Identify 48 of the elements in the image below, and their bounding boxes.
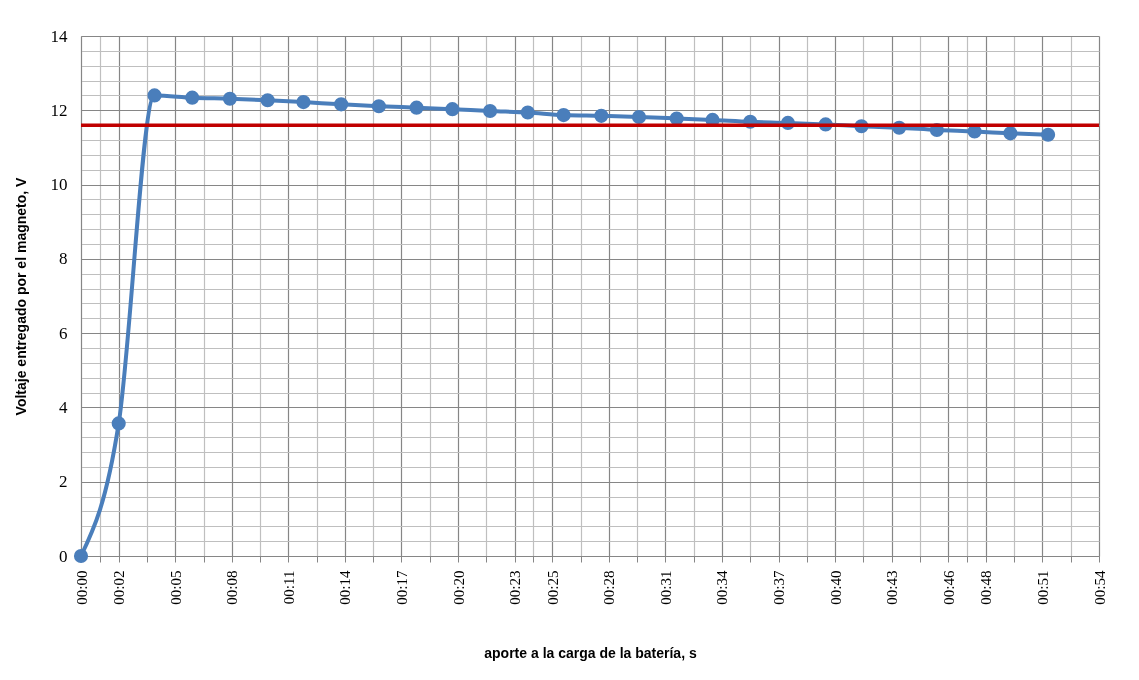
point	[185, 90, 200, 105]
point	[445, 102, 460, 117]
x-tick-label: 00:46	[940, 570, 957, 605]
x-tick-label: 00:17	[393, 570, 410, 605]
x-tick-label: 00:54	[1091, 570, 1108, 605]
x-tick-label: 00:05	[167, 570, 184, 605]
y-tick-label: 12	[50, 100, 68, 120]
x-tick-label: 00:11	[280, 570, 297, 605]
point	[296, 95, 311, 110]
x-tick-label: 00:48	[978, 570, 995, 605]
x-tick-label: 00:00	[73, 570, 90, 605]
y-tick-label: 0	[59, 546, 68, 566]
x-tick-label: 00:31	[657, 570, 674, 605]
x-tick-label: 00:43	[884, 570, 901, 605]
x-tick-label: 00:51	[1034, 570, 1051, 605]
point	[483, 103, 498, 119]
point	[1041, 127, 1056, 142]
y-tick-label: 14	[50, 26, 68, 46]
point	[73, 548, 89, 564]
point	[409, 100, 424, 115]
x-tick-label: 00:34	[714, 570, 731, 605]
point	[520, 105, 535, 120]
y-tick-label: 10	[50, 175, 68, 195]
x-tick-label: 00:40	[827, 570, 844, 605]
x-axis-title: aporte a la carga de la batería, s	[484, 644, 697, 661]
x-tick-label: 00:25	[544, 570, 561, 605]
point	[556, 108, 571, 123]
y-tick-label: 2	[59, 472, 68, 492]
point	[334, 97, 349, 112]
x-tick-label: 00:28	[601, 570, 618, 605]
point	[222, 91, 237, 106]
y-axis-title: Voltaje entregado por el magneto, V	[12, 176, 29, 416]
y-tick-label: 4	[59, 397, 68, 417]
point	[631, 109, 647, 125]
point	[594, 108, 609, 123]
x-tick-label: 00:08	[224, 570, 241, 605]
x-tick-label: 00:02	[111, 570, 128, 605]
point	[1003, 126, 1018, 141]
point	[147, 88, 162, 103]
point	[260, 93, 275, 108]
x-tick-label: 00:23	[507, 570, 524, 605]
x-tick-label: 00:37	[771, 570, 788, 605]
y-tick-label: 6	[59, 323, 68, 343]
y-tick-label: 8	[59, 249, 68, 269]
x-tick-label: 00:14	[337, 570, 354, 605]
x-tick-label: 00:20	[450, 570, 467, 605]
point	[111, 416, 126, 431]
point	[371, 99, 386, 114]
